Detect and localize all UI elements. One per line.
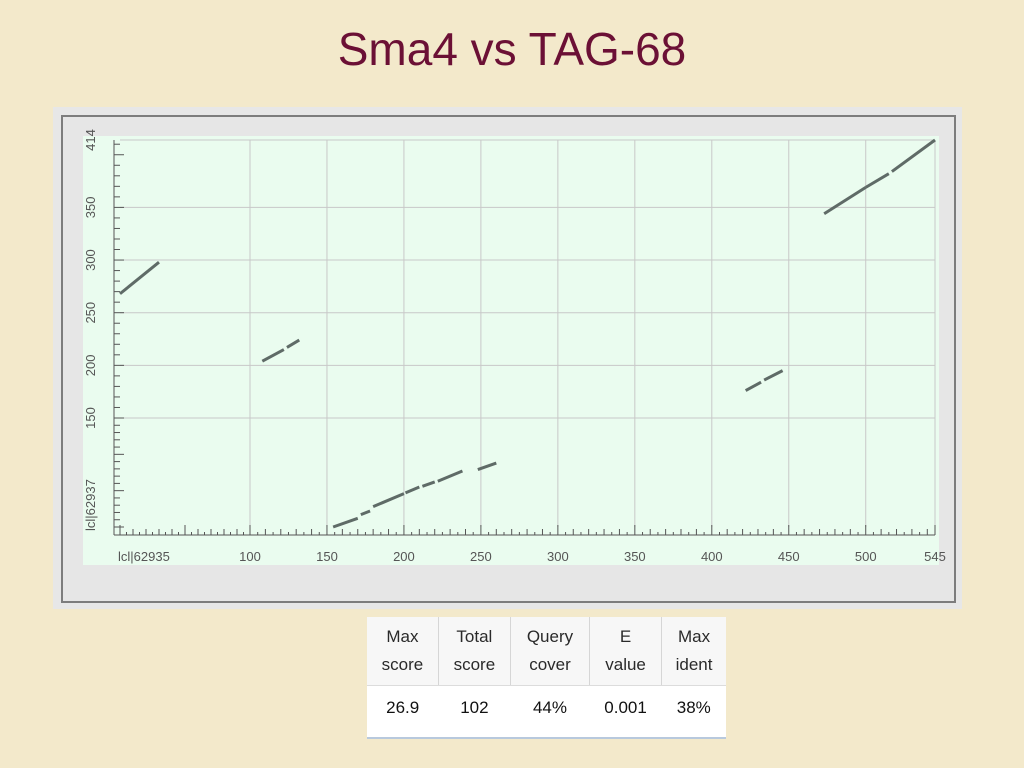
- header-e-value: E value: [589, 617, 662, 686]
- slide-title: Sma4 vs TAG-68: [337, 23, 687, 75]
- x-tick-label: 450: [778, 549, 800, 564]
- x-tick-label: 200: [393, 549, 415, 564]
- x-tick-label: 150: [316, 549, 338, 564]
- x-tick-label: 545: [924, 549, 946, 564]
- cell-e-value: 0.001: [604, 698, 647, 717]
- header-query-cover: Query cover: [509, 617, 590, 686]
- header-max-ident-line1: Max: [677, 627, 711, 646]
- header-query-cover-line1: Query: [526, 627, 574, 646]
- alignment-segment: [744, 380, 762, 392]
- x-tick-label: 500: [855, 549, 877, 564]
- y-tick-label: 150: [83, 407, 98, 429]
- plot-area: [120, 140, 935, 527]
- header-max-score: Max score: [367, 617, 439, 686]
- y-tick-label: 300: [83, 249, 98, 271]
- x-tick-label: 250: [470, 549, 492, 564]
- alignment-segment: [864, 172, 890, 189]
- alignment-segment: [286, 338, 301, 349]
- y-tick-label: 200: [83, 354, 98, 376]
- alignment-segment: [360, 509, 371, 517]
- y-tick-label: 414: [83, 129, 98, 151]
- alignment-segment: [119, 260, 160, 295]
- cell-max-score: 26.9: [386, 698, 420, 717]
- header-total-score-line2: score: [453, 655, 496, 674]
- x-tick-label: lcl|62935: [118, 549, 170, 564]
- x-tick-label: 300: [547, 549, 569, 564]
- stats-table: Max score Total score Query cover E valu…: [367, 617, 726, 739]
- header-query-cover-line2: cover: [529, 655, 571, 674]
- alignment-segment: [421, 480, 436, 488]
- header-e-value-line2: value: [605, 655, 646, 674]
- alignment-segment: [763, 369, 784, 382]
- header-max-score-line1: Max: [386, 627, 419, 646]
- alignment-segment: [891, 138, 936, 173]
- header-max-ident-line2: ident: [675, 655, 713, 674]
- alignment-segment: [437, 469, 463, 483]
- x-tick-label: 100: [239, 549, 261, 564]
- header-e-value-line1: E: [619, 627, 632, 646]
- header-total-score: Total score: [437, 617, 511, 686]
- alignment-segment: [372, 492, 405, 509]
- header-total-score-line1: Total: [456, 627, 493, 646]
- alignment-segment: [477, 461, 497, 472]
- y-tick-label: 250: [83, 302, 98, 324]
- x-tick-label: 400: [701, 549, 723, 564]
- header-max-score-line2: score: [381, 655, 424, 674]
- cell-total-score: 102: [460, 698, 489, 717]
- x-tick-label: 350: [624, 549, 646, 564]
- alignment-segment: [261, 348, 285, 363]
- y-tick-label: 350: [83, 197, 98, 219]
- cell-max-ident: 38%: [676, 698, 711, 717]
- alignment-segment: [332, 516, 359, 529]
- alignment-segment: [823, 186, 867, 215]
- y-tick-label: lcl|62937: [83, 479, 98, 531]
- cell-query-cover: 44%: [532, 698, 567, 717]
- table-row: 26.9 102 44% 0.001 38%: [367, 686, 726, 721]
- header-max-ident: Max ident: [661, 617, 726, 686]
- alignment-segment: [404, 485, 420, 495]
